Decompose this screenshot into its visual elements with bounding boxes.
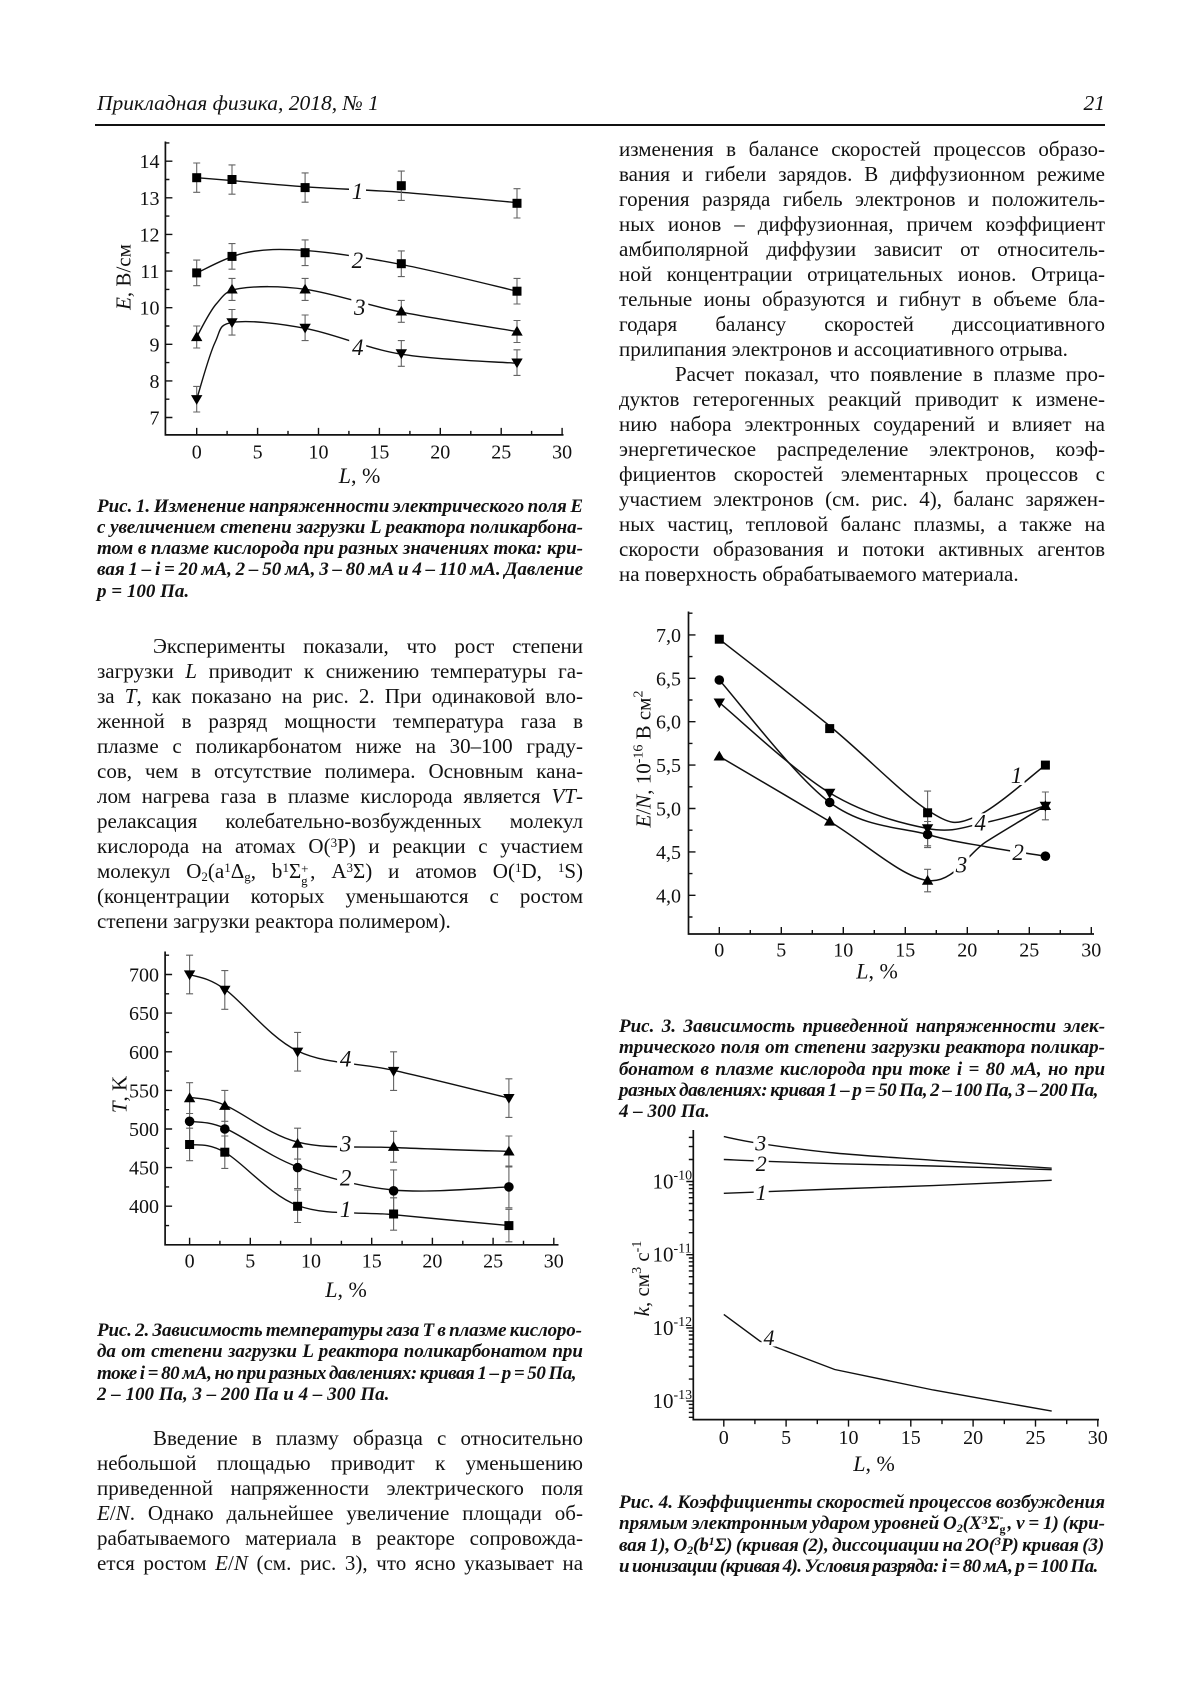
svg-text:1: 1 <box>756 1180 767 1205</box>
svg-text:600: 600 <box>129 1042 159 1064</box>
svg-text:0: 0 <box>714 940 724 962</box>
svg-text:20: 20 <box>963 1427 983 1449</box>
svg-text:30: 30 <box>1088 1427 1108 1449</box>
svg-text:10-11: 10-11 <box>653 1242 692 1267</box>
svg-text:4: 4 <box>340 1047 352 1072</box>
svg-text:11: 11 <box>140 261 159 283</box>
svg-text:3: 3 <box>353 295 366 320</box>
svg-text:2: 2 <box>756 1151 767 1176</box>
svg-text:5: 5 <box>245 1251 255 1273</box>
svg-text:T, K: T, K <box>108 1076 132 1113</box>
svg-text:k, см3 с-1: k, см3 с-1 <box>630 1241 654 1317</box>
svg-text:10: 10 <box>839 1427 859 1449</box>
svg-text:10-13: 10-13 <box>653 1388 693 1413</box>
svg-text:12: 12 <box>140 224 160 246</box>
svg-text:30: 30 <box>544 1251 564 1273</box>
svg-text:10: 10 <box>833 940 853 962</box>
svg-text:7,0: 7,0 <box>656 625 681 647</box>
svg-text:2: 2 <box>1012 840 1024 865</box>
svg-text:25: 25 <box>491 442 511 464</box>
svg-text:6,0: 6,0 <box>656 712 681 734</box>
svg-text:0: 0 <box>185 1251 195 1273</box>
svg-text:4: 4 <box>974 810 986 835</box>
svg-text:6,5: 6,5 <box>656 668 681 690</box>
svg-text:7: 7 <box>150 408 160 430</box>
svg-text:5: 5 <box>781 1427 791 1449</box>
svg-text:L, %: L, % <box>852 1451 895 1476</box>
svg-text:10-10: 10-10 <box>653 1169 693 1194</box>
svg-text:10: 10 <box>140 298 160 320</box>
svg-text:500: 500 <box>129 1119 159 1141</box>
svg-text:2: 2 <box>340 1166 352 1191</box>
svg-text:4,5: 4,5 <box>656 842 681 864</box>
svg-text:4,0: 4,0 <box>656 885 681 907</box>
svg-text:3: 3 <box>339 1132 352 1157</box>
svg-text:E/N, 10-16 В см2: E/N, 10-16 В см2 <box>632 691 656 829</box>
svg-text:13: 13 <box>140 188 160 210</box>
svg-text:L, %: L, % <box>324 1277 367 1302</box>
svg-text:5,5: 5,5 <box>656 755 681 777</box>
svg-text:E, В/см: E, В/см <box>111 244 135 311</box>
svg-text:3: 3 <box>955 853 968 878</box>
svg-text:1: 1 <box>1011 763 1023 788</box>
svg-text:5: 5 <box>776 940 786 962</box>
svg-text:4: 4 <box>764 1325 775 1350</box>
svg-text:20: 20 <box>957 940 977 962</box>
svg-text:0: 0 <box>192 442 202 464</box>
svg-text:15: 15 <box>362 1251 382 1273</box>
svg-text:10: 10 <box>309 442 329 464</box>
svg-text:5: 5 <box>253 442 263 464</box>
svg-text:4: 4 <box>352 335 364 360</box>
svg-text:20: 20 <box>422 1251 442 1273</box>
svg-text:15: 15 <box>895 940 915 962</box>
svg-text:700: 700 <box>129 965 159 987</box>
svg-text:L, %: L, % <box>855 959 898 984</box>
svg-text:1: 1 <box>352 179 364 204</box>
svg-text:550: 550 <box>129 1080 159 1102</box>
svg-text:25: 25 <box>483 1251 503 1273</box>
svg-text:1: 1 <box>340 1197 352 1222</box>
svg-text:14: 14 <box>140 151 160 173</box>
svg-text:20: 20 <box>430 442 450 464</box>
svg-text:650: 650 <box>129 1003 159 1025</box>
svg-text:3: 3 <box>754 1131 766 1156</box>
svg-text:30: 30 <box>1081 940 1101 962</box>
svg-text:400: 400 <box>129 1196 159 1218</box>
svg-text:5,0: 5,0 <box>656 799 681 821</box>
svg-text:15: 15 <box>369 442 389 464</box>
svg-text:9: 9 <box>150 334 160 356</box>
svg-text:25: 25 <box>1019 940 1039 962</box>
svg-text:0: 0 <box>719 1427 729 1449</box>
svg-text:L, %: L, % <box>338 463 381 488</box>
svg-text:2: 2 <box>352 248 364 273</box>
svg-text:450: 450 <box>129 1158 159 1180</box>
svg-text:30: 30 <box>552 442 572 464</box>
svg-text:25: 25 <box>1026 1427 1046 1449</box>
svg-text:8: 8 <box>150 371 160 393</box>
svg-text:10: 10 <box>301 1251 321 1273</box>
svg-text:15: 15 <box>901 1427 921 1449</box>
svg-text:10-12: 10-12 <box>653 1315 693 1340</box>
